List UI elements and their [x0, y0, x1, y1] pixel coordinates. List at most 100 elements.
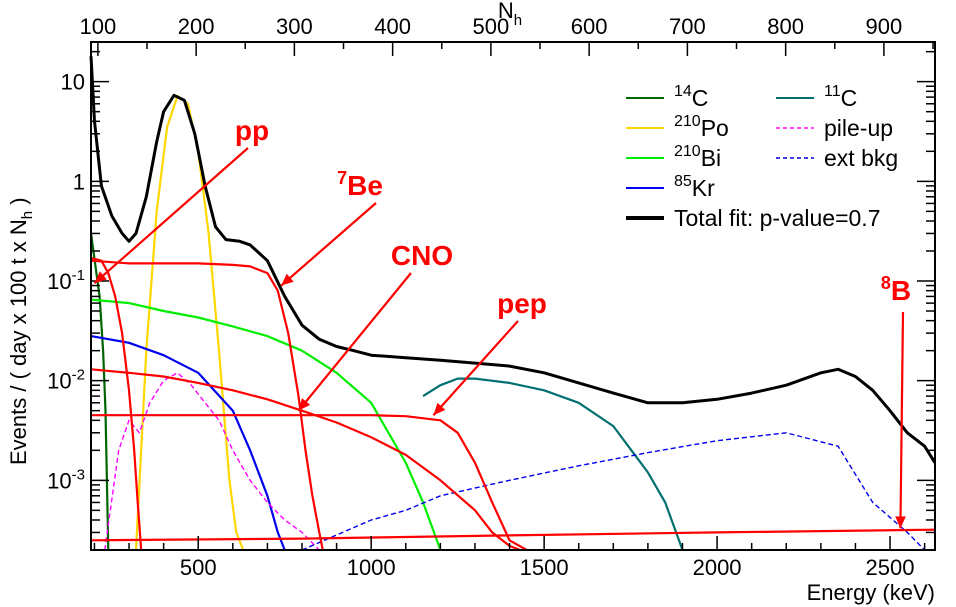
annotation-arrow	[280, 202, 377, 287]
legend-item: 85Kr	[626, 173, 715, 201]
legend-label: 210Bi	[674, 143, 721, 171]
top-tick-label: 300	[276, 14, 313, 39]
x-axis-title: Energy (keV)	[807, 580, 935, 605]
series-7be	[90, 259, 324, 551]
legend-item: 11C	[776, 83, 857, 111]
legend-label-sup: 210	[674, 143, 701, 160]
y-tick-label: 10-1	[47, 267, 85, 294]
y-axis-title: Events / ( day x 100 t x Nh )	[6, 197, 36, 465]
annotation-7be: 7Be	[280, 168, 383, 287]
top-tick-label: 500	[473, 14, 510, 39]
y-axis-title-sub: h	[19, 211, 36, 219]
x-tick-label: 500	[180, 555, 217, 580]
legend-label: ext bkg	[824, 145, 898, 171]
y-tick-label-exp: -1	[72, 267, 85, 284]
curves-layer	[89, 56, 937, 552]
y-tick-label: 1	[73, 169, 85, 194]
legend-item: 14C	[626, 83, 708, 111]
legend-label-sup: 11	[824, 83, 841, 100]
y-tick-label-base: 10	[47, 269, 71, 294]
legend-item: 210Po	[626, 113, 729, 141]
y-tick-label-exp: -3	[72, 466, 85, 483]
annotation-label-main: Be	[347, 170, 383, 201]
series-8b	[90, 528, 936, 542]
y-axis-title-suffix: )	[6, 197, 31, 210]
annotation-arrowhead	[281, 273, 294, 286]
annotation-8b: 8B	[881, 273, 911, 529]
top-tick-label: 200	[178, 14, 215, 39]
annotation-label: 8B	[881, 273, 911, 306]
annotation-label-main: B	[891, 275, 911, 306]
annotation-label: 7Be	[337, 168, 383, 201]
series-11c	[422, 377, 684, 551]
y-axis-title-main: Events / ( day x 100 t x N	[6, 219, 31, 465]
annotation-label-sup: 7	[337, 168, 347, 188]
legend-item: ext bkg	[776, 145, 898, 171]
legend-label-main: pile-up	[824, 115, 893, 141]
legend-label-sup: 14	[674, 83, 692, 100]
x-axis: 500 1000 1500 2000 2500	[93, 536, 926, 580]
top-axis-title: Nh	[498, 0, 522, 29]
series-cno	[90, 368, 521, 552]
legend-label-main: Total fit: p-value=0.7	[674, 205, 880, 231]
legend-label-sup: 85	[674, 173, 692, 190]
annotation-arrowhead	[94, 271, 107, 284]
top-axis: 100 200 300 400 500 600 700 800 900	[80, 14, 934, 56]
legend-label: pile-up	[824, 115, 893, 141]
legend-label: Total fit: p-value=0.7	[674, 205, 880, 231]
y-tick-label: 10-2	[47, 367, 85, 394]
series-pp	[90, 256, 143, 551]
series-85kr	[90, 335, 286, 551]
annotation-arrow	[899, 311, 905, 529]
x-tick-label: 2500	[866, 555, 915, 580]
y-tick-label-base: 10	[61, 70, 85, 95]
annotations: pp 7Be CNO pep 8B	[93, 115, 911, 529]
top-axis-title-main: N	[498, 0, 514, 23]
annotation-label: pep	[497, 288, 547, 319]
y-tick-label-base: 10	[47, 369, 71, 394]
series-210bi	[90, 298, 442, 551]
annotation-pep: pep	[432, 288, 547, 416]
legend-label-main: Kr	[692, 175, 715, 201]
top-tick-label: 100	[80, 14, 117, 39]
annotation-arrow	[432, 320, 519, 416]
x-tick-label: 2000	[693, 555, 742, 580]
legend-label: 85Kr	[674, 173, 715, 201]
y-tick-label: 10-3	[47, 466, 85, 493]
y-tick-label: 10	[61, 70, 85, 95]
x-tick-label: 1500	[520, 555, 569, 580]
legend-item: Total fit: p-value=0.7	[626, 205, 880, 231]
legend-label-sup: 210	[674, 113, 701, 130]
annotation-label: pp	[235, 115, 269, 146]
y-tick-label-base: 1	[73, 169, 85, 194]
top-tick-label: 700	[669, 14, 706, 39]
x-tick-label: 1000	[347, 555, 396, 580]
top-tick-label: 400	[374, 14, 411, 39]
annotation-label-sup: 8	[881, 273, 891, 293]
legend-label-main: C	[841, 85, 858, 111]
y-tick-label-base: 10	[47, 468, 71, 493]
annotation-arrow	[93, 147, 249, 285]
series-pile-up	[104, 372, 320, 551]
annotation-arrowhead	[298, 398, 311, 411]
legend-label: 14C	[674, 83, 708, 111]
annotation-arrowhead	[433, 402, 446, 416]
legend-label-main: Bi	[701, 145, 721, 171]
annotation-arrow	[297, 272, 412, 412]
annotation-pp: pp	[93, 115, 269, 285]
legend-label-main: Po	[701, 115, 729, 141]
annotation-cno: CNO	[297, 240, 453, 412]
top-axis-title-sub: h	[514, 12, 522, 29]
series-total-fit	[89, 56, 937, 464]
top-tick-label: 800	[767, 14, 804, 39]
series-pep	[91, 414, 528, 551]
y-tick-label-exp: -2	[72, 367, 85, 384]
legend-label-main: C	[692, 85, 709, 111]
annotation-label: CNO	[391, 240, 453, 271]
top-tick-label: 600	[571, 14, 608, 39]
legend-item: 210Bi	[626, 143, 721, 171]
top-tick-label: 900	[866, 14, 903, 39]
